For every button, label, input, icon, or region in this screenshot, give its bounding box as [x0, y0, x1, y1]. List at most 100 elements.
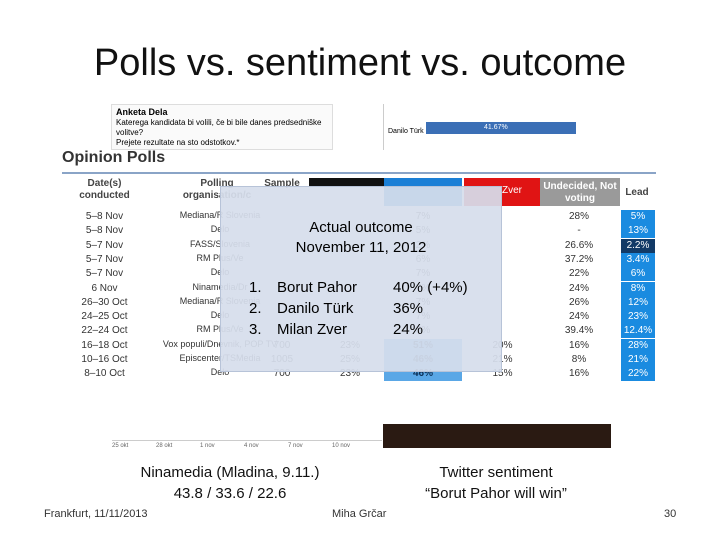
- anketa-note: Prejete rezultate na sto odstotkov.*: [116, 138, 240, 147]
- mini-chart-value: 41.67%: [484, 124, 508, 131]
- row-pahor: 23%: [339, 368, 360, 380]
- row-lead: 13%: [621, 224, 655, 239]
- row-undecided: 16%: [568, 339, 589, 351]
- axis-tick-label: 7 nov: [288, 443, 303, 449]
- row-date: 5–7 Nov: [85, 268, 124, 280]
- result-item: 3. Milan Zver 24%: [237, 319, 487, 340]
- result-percent: 24%: [393, 321, 424, 338]
- poll-chart-axis: 25 okt 28 okt 1 nov 4 nov 7 nov 10 nov: [112, 440, 382, 453]
- row-undecided: 24%: [568, 282, 589, 294]
- row-lead: 2.2%: [621, 238, 655, 253]
- row-lead: 22%: [621, 367, 655, 382]
- row-undecided: 37.2%: [564, 253, 594, 265]
- header-org: Polling organisation/c: [182, 178, 252, 201]
- result-item: 1. Borut Pahor 40% (+4%): [237, 277, 487, 298]
- header-zver: Zver: [502, 185, 522, 196]
- opinion-polls-title: Opinion Polls: [62, 149, 166, 166]
- header-date: Date(s) conducted: [79, 178, 130, 201]
- row-lead: 12%: [621, 295, 655, 310]
- row-org: Delo: [154, 311, 286, 320]
- row-undecided: 22%: [568, 268, 589, 280]
- header-undecided: Undecided, Not voting: [543, 181, 617, 204]
- twitter-caption: Twitter sentiment “Borut Pahor will win”: [380, 462, 612, 504]
- axis-tick-label: 1 nov: [200, 443, 215, 449]
- row-date: 26–30 Oct: [81, 296, 128, 308]
- slide-title: Polls vs. sentiment vs. outcome: [93, 42, 627, 84]
- row-zver: 15%: [492, 368, 513, 380]
- twitter-sentiment-quote: “Borut Pahor will win”: [425, 485, 567, 502]
- row-date: 5–8 Nov: [85, 211, 124, 222]
- mini-chart-label: Danilo Türk: [388, 128, 424, 135]
- axis-tick-label: 4 nov: [244, 443, 259, 449]
- row-lead: 8%: [621, 281, 655, 296]
- outcome-date: November 11, 2012: [295, 239, 427, 256]
- row-undecided: 26.6%: [564, 239, 594, 251]
- row-lead: 3.4%: [621, 252, 655, 267]
- anketa-title: Anketa Dela: [116, 107, 168, 117]
- page-number: 30: [664, 508, 677, 520]
- row-lead: 21%: [621, 353, 655, 367]
- twitter-screenshot: [383, 424, 611, 448]
- header-lead: Lead: [625, 187, 649, 198]
- row-undecided: 28%: [568, 211, 589, 222]
- footer-author: Miha Grčar: [332, 508, 387, 520]
- actual-outcome-box: Actual outcome November 11, 2012 1. Boru…: [220, 186, 502, 372]
- row-org: FASS/Slovenia: [154, 239, 286, 249]
- result-item: 2. Danilo Türk 36%: [237, 298, 487, 319]
- row-org: Delo: [154, 268, 286, 277]
- undecided-column-header: [540, 178, 620, 206]
- row-org: Vox populi/Dnevnik, POP TV: [162, 338, 277, 349]
- outcome-heading: Actual outcome: [309, 219, 413, 236]
- row-date: 16–18 Oct: [81, 339, 128, 351]
- result-name: Milan Zver: [277, 321, 348, 338]
- outcome-results-list: 1. Borut Pahor 40% (+4%) 2. Danilo Türk …: [237, 277, 487, 340]
- ninamedia-caption: Ninamedia (Mladina, 9.11.) 43.8 / 33.6 /…: [110, 462, 350, 504]
- row-org: Delo: [210, 367, 230, 378]
- row-undecided: 26%: [568, 296, 589, 308]
- axis-tick-label: 10 nov: [332, 443, 351, 449]
- row-zver: 21%: [492, 354, 513, 365]
- row-date: 5–7 Nov: [85, 253, 124, 265]
- mini-chart-bar: [426, 122, 576, 134]
- row-lead: 5%: [621, 210, 655, 224]
- row-org: Delo: [154, 225, 286, 234]
- row-date: 24–25 Oct: [81, 311, 128, 323]
- row-date: 6 Nov: [91, 282, 118, 294]
- twitter-sentiment-label: Twitter sentiment: [439, 464, 553, 481]
- ninamedia-source: Ninamedia (Mladina, 9.11.): [140, 464, 320, 481]
- pahor-column-header: [309, 178, 385, 186]
- row-undecided: 39.4%: [564, 325, 594, 337]
- divider: [62, 172, 656, 174]
- axis-tick-label: 28 okt: [156, 443, 173, 449]
- row-undecided: -: [577, 225, 581, 237]
- result-percent: 40% (+4%): [393, 279, 468, 296]
- row-lead: 6%: [621, 267, 655, 282]
- row-lead: 12.4%: [621, 324, 655, 339]
- result-rank: 1.: [249, 279, 262, 296]
- row-zver: 20%: [492, 339, 513, 351]
- result-name: Borut Pahor: [277, 279, 358, 296]
- row-org: Episcenter/TSMedia: [154, 354, 286, 363]
- header-sample: Sample: [264, 178, 300, 189]
- row-date: 5–8 Nov: [85, 225, 124, 237]
- row-date: 22–24 Oct: [81, 325, 128, 337]
- row-date: 8–10 Oct: [84, 368, 125, 380]
- row-undecided: 8%: [571, 354, 587, 365]
- axis-tick-label: 25 okt: [112, 443, 129, 449]
- row-date: 5–7 Nov: [85, 239, 124, 251]
- footer-date: Frankfurt, 11/11/2013: [44, 508, 148, 520]
- anketa-question: Katerega kandidata bi volili, če bi bile…: [116, 118, 322, 137]
- anketa-dela-clipping: Anketa Dela Katerega kandidata bi volili…: [111, 104, 333, 150]
- row-sample: 700: [273, 368, 291, 380]
- result-rank: 2.: [249, 300, 262, 317]
- row-lead: 23%: [621, 310, 655, 325]
- row-undecided: 24%: [568, 311, 589, 323]
- row-date: 10–16 Oct: [81, 354, 128, 365]
- row-undecided: 16%: [568, 368, 589, 380]
- ninamedia-numbers: 43.8 / 33.6 / 22.6: [173, 485, 287, 502]
- row-lead: 28%: [621, 338, 655, 353]
- result-name: Danilo Türk: [277, 300, 354, 317]
- mini-bar-chart: Danilo Türk 41.67%: [383, 104, 612, 150]
- result-percent: 36%: [393, 300, 424, 317]
- result-rank: 3.: [249, 321, 262, 338]
